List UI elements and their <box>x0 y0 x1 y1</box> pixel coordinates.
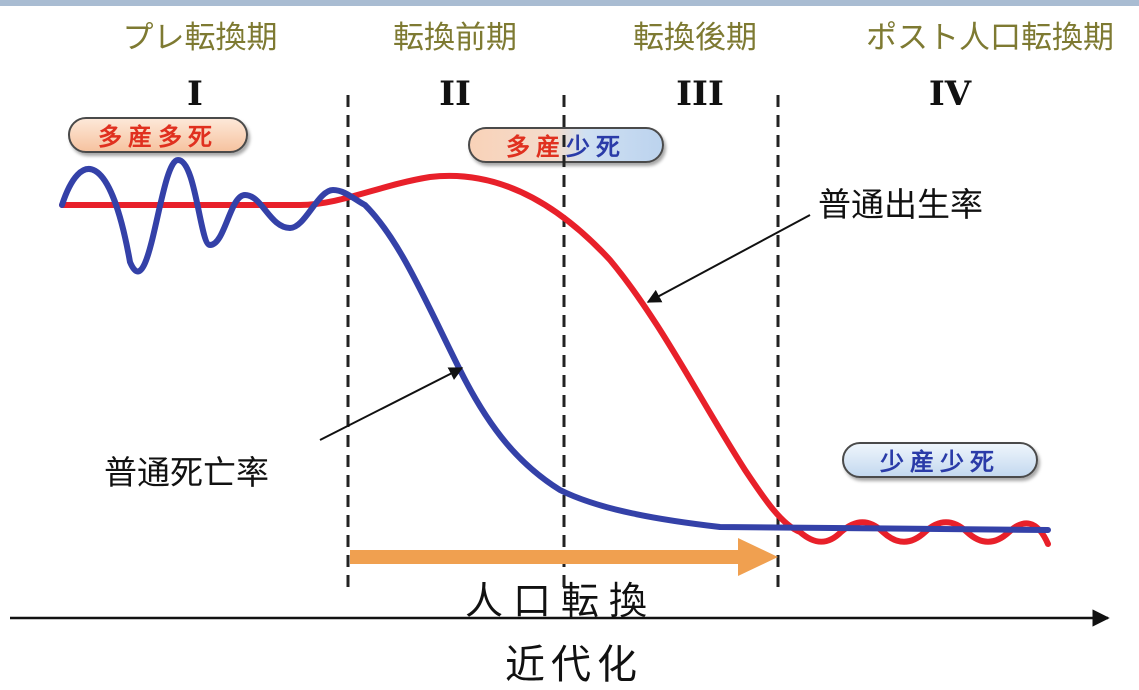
death-rate-curve <box>59 156 1051 533</box>
stage-numeral-1: I <box>187 74 203 114</box>
stage-name-4: ポスト人口転換期 <box>866 20 1114 56</box>
badge-low-birth-low-death: 少産少死 <box>842 442 1038 478</box>
stage-name-1: プレ転換期 <box>122 20 278 56</box>
transition-arrow-label: 人口転換 <box>465 579 658 623</box>
badge-high-birth-text: 多産 <box>98 123 158 151</box>
badge-high-death-text: 多死 <box>158 123 218 151</box>
stage-numeral-3: III <box>676 74 724 114</box>
badge-low-death-text: 少死 <box>566 133 626 161</box>
death-rate-leader-arrow <box>319 367 464 441</box>
birth-rate-leader-arrow <box>646 214 811 303</box>
badge-low-death-text-2: 少死 <box>940 448 1000 476</box>
badge-high-birth-text-2: 多産 <box>506 133 566 161</box>
stage-numeral-2: II <box>439 74 471 114</box>
death-rate-label: 普通死亡率 <box>104 453 269 492</box>
badge-low-birth-text: 少産 <box>880 448 940 476</box>
stage-numeral-4: IV <box>928 74 972 114</box>
birth-rate-label: 普通出生率 <box>818 185 983 224</box>
stage-name-3: 転換後期 <box>633 20 757 56</box>
badge-high-birth-low-death: 多産少死 <box>468 127 664 163</box>
badge-high-birth-high-death: 多産多死 <box>68 117 248 153</box>
top-border <box>0 0 1139 6</box>
stage-name-2: 転換前期 <box>393 20 517 56</box>
x-axis-label: 近代化 <box>505 642 643 688</box>
transition-arrow <box>350 538 778 576</box>
